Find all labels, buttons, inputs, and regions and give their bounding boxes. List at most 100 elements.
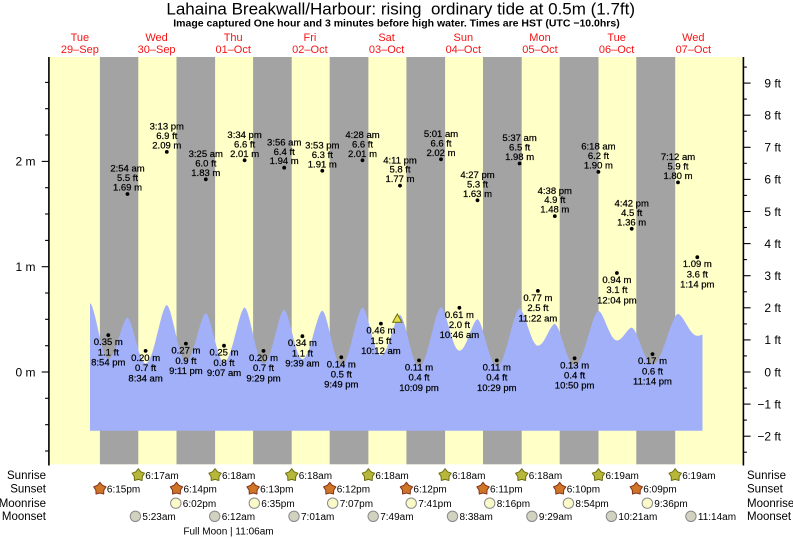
svg-text:11:14am: 11:14am: [698, 512, 736, 523]
svg-text:11:22 am: 11:22 am: [518, 313, 557, 324]
svg-text:10:50 pm: 10:50 pm: [555, 381, 595, 392]
svg-text:2.5 ft: 2.5 ft: [527, 303, 548, 314]
svg-text:Sunrise: Sunrise: [747, 470, 786, 482]
svg-text:2.02 m: 2.02 m: [426, 148, 455, 159]
svg-text:9:11 pm: 9:11 pm: [169, 366, 203, 377]
svg-text:Lahaina Breakwall/Harbour: ris: Lahaina Breakwall/Harbour: rising ordina…: [166, 0, 635, 19]
svg-text:3:34 pm: 3:34 pm: [227, 130, 261, 141]
svg-text:0.35 m: 0.35 m: [94, 337, 123, 348]
svg-text:3:25 am: 3:25 am: [189, 149, 223, 160]
svg-text:Fri: Fri: [303, 32, 316, 44]
svg-text:6:19am: 6:19am: [682, 471, 715, 482]
svg-text:5.3 ft: 5.3 ft: [467, 179, 488, 190]
svg-text:6:11pm: 6:11pm: [490, 485, 523, 496]
svg-text:6:18am: 6:18am: [452, 471, 485, 482]
svg-text:1 m: 1 m: [15, 260, 35, 274]
svg-text:12:04 pm: 12:04 pm: [597, 295, 637, 306]
svg-text:10:09 pm: 10:09 pm: [399, 383, 439, 394]
svg-text:7:12 am: 7:12 am: [661, 152, 695, 163]
svg-text:29–Sep: 29–Sep: [61, 44, 99, 56]
svg-text:6.9 ft: 6.9 ft: [156, 131, 177, 142]
svg-text:7 ft: 7 ft: [764, 141, 781, 155]
svg-text:05–Oct: 05–Oct: [522, 44, 557, 56]
svg-text:6:02pm: 6:02pm: [183, 499, 216, 510]
svg-text:03–Oct: 03–Oct: [369, 44, 404, 56]
svg-text:1:14 pm: 1:14 pm: [680, 280, 714, 291]
svg-text:7:41pm: 7:41pm: [418, 499, 451, 510]
svg-text:3.1 ft: 3.1 ft: [606, 285, 627, 296]
svg-text:10:12 am: 10:12 am: [361, 346, 401, 357]
svg-text:04–Oct: 04–Oct: [446, 44, 481, 56]
svg-text:30–Sep: 30–Sep: [138, 44, 176, 56]
svg-text:02–Oct: 02–Oct: [292, 44, 327, 56]
svg-text:10:29 pm: 10:29 pm: [477, 383, 517, 394]
svg-text:Full Moon | 11:06am: Full Moon | 11:06am: [183, 526, 273, 537]
svg-text:9:49 pm: 9:49 pm: [324, 380, 358, 391]
svg-text:5.9 ft: 5.9 ft: [667, 162, 688, 173]
svg-text:Thu: Thu: [224, 32, 243, 44]
svg-text:6:18am: 6:18am: [529, 471, 562, 482]
svg-text:10:21am: 10:21am: [618, 512, 657, 523]
svg-text:Moonset: Moonset: [2, 511, 47, 523]
svg-text:Tue: Tue: [607, 32, 626, 44]
svg-text:6:10pm: 6:10pm: [567, 485, 600, 496]
svg-text:2.01 m: 2.01 m: [230, 149, 259, 160]
svg-text:0.7 ft: 0.7 ft: [135, 363, 156, 374]
svg-text:2 ft: 2 ft: [764, 301, 781, 315]
svg-text:06–Oct: 06–Oct: [599, 44, 634, 56]
svg-text:Moonrise: Moonrise: [747, 498, 793, 510]
svg-text:5:23am: 5:23am: [142, 512, 175, 523]
svg-text:Moonrise: Moonrise: [0, 498, 46, 510]
svg-text:11:14 pm: 11:14 pm: [633, 377, 672, 388]
svg-text:Sunrise: Sunrise: [7, 470, 46, 482]
svg-text:6.6 ft: 6.6 ft: [352, 139, 373, 150]
svg-text:2.0 ft: 2.0 ft: [449, 320, 470, 331]
svg-text:8:54pm: 8:54pm: [575, 499, 608, 510]
svg-text:0.4 ft: 0.4 ft: [564, 371, 585, 382]
svg-text:3:56 am: 3:56 am: [267, 137, 301, 148]
svg-text:7:49am: 7:49am: [380, 512, 413, 523]
svg-text:6:35pm: 6:35pm: [261, 499, 294, 510]
svg-text:0.34 m: 0.34 m: [288, 338, 317, 349]
svg-text:6:14pm: 6:14pm: [184, 485, 217, 496]
svg-text:8:54 pm: 8:54 pm: [91, 358, 125, 369]
svg-text:6:09pm: 6:09pm: [643, 485, 676, 496]
svg-text:6.6 ft: 6.6 ft: [234, 139, 255, 150]
svg-text:1.77 m: 1.77 m: [385, 174, 414, 185]
svg-text:7:01am: 7:01am: [301, 512, 334, 523]
svg-text:1.1 ft: 1.1 ft: [98, 347, 119, 358]
svg-text:Sat: Sat: [378, 32, 395, 44]
svg-text:0 m: 0 m: [15, 365, 35, 379]
svg-text:6.6 ft: 6.6 ft: [430, 138, 451, 149]
svg-text:1 ft: 1 ft: [764, 333, 781, 347]
svg-text:5.8 ft: 5.8 ft: [389, 165, 410, 176]
svg-text:6:18am: 6:18am: [222, 471, 255, 482]
svg-text:6 ft: 6 ft: [764, 173, 781, 187]
svg-text:1.94 m: 1.94 m: [270, 156, 299, 167]
svg-text:6.5 ft: 6.5 ft: [509, 143, 530, 154]
svg-text:0.11 m: 0.11 m: [405, 362, 433, 373]
svg-text:6.0 ft: 6.0 ft: [195, 158, 216, 169]
svg-text:9:29am: 9:29am: [539, 512, 572, 523]
svg-text:5.5 ft: 5.5 ft: [117, 173, 138, 184]
svg-text:0.27 m: 0.27 m: [171, 346, 200, 357]
svg-text:1.63 m: 1.63 m: [463, 189, 492, 200]
svg-text:4 ft: 4 ft: [764, 237, 781, 251]
svg-text:6:18am: 6:18am: [375, 471, 408, 482]
svg-text:4:42 pm: 4:42 pm: [615, 199, 649, 210]
svg-text:1.1 ft: 1.1 ft: [292, 348, 313, 359]
svg-text:Wed: Wed: [145, 32, 167, 44]
svg-text:8 ft: 8 ft: [764, 109, 781, 123]
svg-text:6.2 ft: 6.2 ft: [588, 151, 609, 162]
svg-text:Sun: Sun: [454, 32, 474, 44]
svg-text:Wed: Wed: [682, 32, 704, 44]
svg-text:6:13pm: 6:13pm: [260, 485, 293, 496]
svg-text:−1 ft: −1 ft: [757, 397, 781, 411]
svg-text:9:36pm: 9:36pm: [654, 499, 687, 510]
svg-text:1.80 m: 1.80 m: [663, 171, 692, 182]
svg-text:0.8 ft: 0.8 ft: [213, 358, 234, 369]
svg-text:1.09 m: 1.09 m: [683, 259, 712, 270]
svg-text:2:54 am: 2:54 am: [110, 164, 144, 175]
svg-text:6:12pm: 6:12pm: [413, 485, 446, 496]
svg-text:4:11 pm: 4:11 pm: [383, 155, 417, 166]
